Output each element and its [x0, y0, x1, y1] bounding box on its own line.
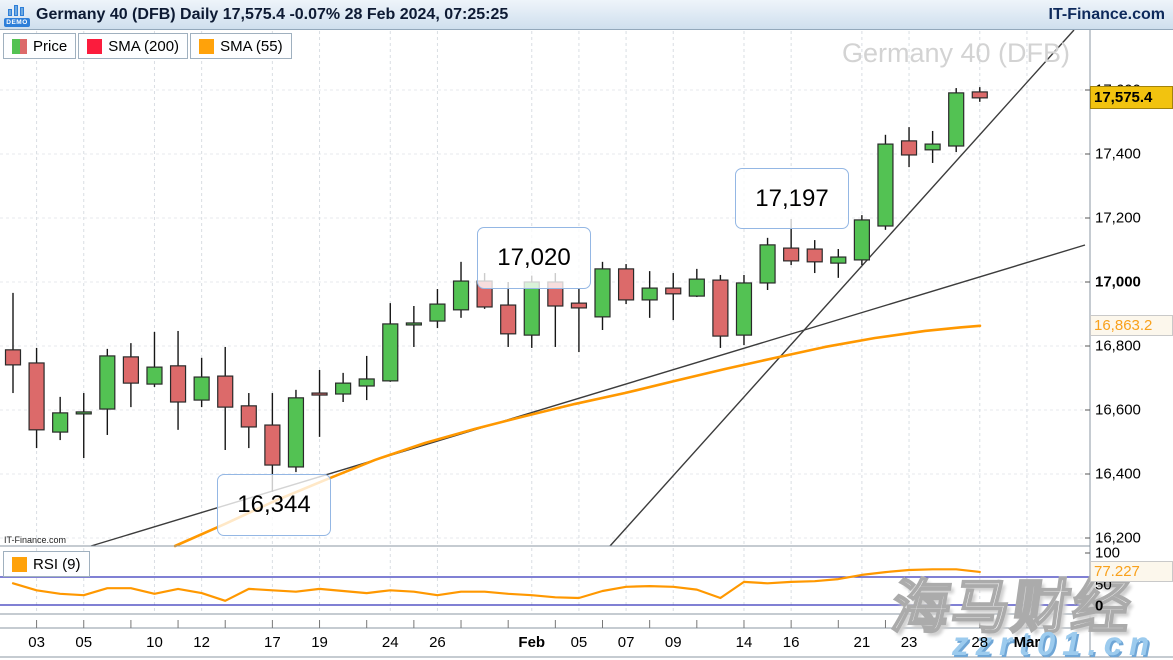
date-axis-label: 10: [146, 634, 163, 651]
candle-Feb-26[interactable]: [924, 143, 941, 151]
candle-Jan-02[interactable]: [4, 349, 22, 366]
candle-Jan-18[interactable]: [287, 397, 305, 468]
candle-Feb-19[interactable]: [806, 248, 823, 263]
candle-Jan-24[interactable]: [382, 323, 399, 382]
price-axis-label: 17,200: [1095, 209, 1141, 227]
last-price-badge: 17,575.4: [1090, 85, 1173, 109]
legend-sma55[interactable]: SMA (55): [190, 33, 292, 59]
candle-Feb-12[interactable]: [688, 278, 705, 297]
date-axis-label: 05: [75, 634, 93, 651]
candle-Feb-13[interactable]: [712, 279, 729, 337]
price-axis-label: 16,400: [1095, 465, 1141, 483]
date-axis-label: 12: [193, 634, 210, 651]
price-axis-label: 16,600: [1095, 401, 1141, 419]
date-axis-label: 21: [853, 634, 871, 651]
candle-Jan-16[interactable]: [240, 405, 257, 428]
price-annotation[interactable]: 17,020: [477, 227, 591, 289]
chart-title: Germany 40 (DFB) Daily 17,575.4 -0.07% 2…: [36, 5, 509, 23]
sma55-value-badge: 16,863.2: [1090, 314, 1173, 336]
price-annotation[interactable]: 17,197: [735, 168, 849, 229]
price-candles-icon: [12, 38, 27, 54]
date-axis-label: 16: [782, 634, 800, 651]
candle-Jan-08[interactable]: [99, 355, 116, 410]
candle-Jan-11[interactable]: [169, 365, 187, 403]
legend-price-label: Price: [33, 37, 68, 55]
date-axis-label: 14: [735, 634, 753, 651]
candle-Feb-21[interactable]: [853, 219, 870, 261]
candle-Feb-09[interactable]: [665, 287, 682, 295]
rsi-line: [11, 568, 981, 602]
date-axis-label: 19: [311, 634, 328, 651]
legend-sma55-label: SMA (55): [220, 37, 283, 55]
demo-bars-icon: [8, 4, 24, 16]
sma55-swatch-icon: [199, 38, 215, 54]
date-axis-label: 23: [900, 634, 918, 651]
candle-Feb-23[interactable]: [900, 140, 918, 156]
date-axis-label: 09: [664, 634, 682, 651]
candle-Jan-25[interactable]: [405, 322, 422, 326]
candle-Jan-03[interactable]: [28, 362, 45, 431]
candle-Feb-20[interactable]: [830, 256, 847, 264]
candle-Feb-16[interactable]: [783, 247, 800, 262]
candle-Jan-29[interactable]: [452, 280, 470, 311]
legend-sma200[interactable]: SMA (200): [78, 33, 189, 59]
candle-Jan-17[interactable]: [264, 424, 281, 466]
price-axis-label: 16,200: [1095, 529, 1141, 547]
candle-Jan-19[interactable]: [311, 392, 328, 396]
candle-Jan-10[interactable]: [146, 366, 163, 385]
legend-sma200-label: SMA (200): [108, 37, 180, 55]
candle-Jan-26[interactable]: [429, 303, 446, 322]
rsi-axis-label: 0: [1095, 597, 1104, 615]
candle-Feb-01[interactable]: [523, 281, 540, 336]
candle-Feb-05[interactable]: [570, 302, 588, 309]
rsi-value-badge: 77.227: [1090, 560, 1173, 582]
candle-Feb-07[interactable]: [617, 268, 635, 301]
candle-Feb-14[interactable]: [735, 282, 753, 336]
candle-Jan-23[interactable]: [358, 378, 375, 387]
demo-label: DEMO: [4, 17, 30, 27]
candle-Jan-05[interactable]: [75, 411, 92, 415]
candle-Feb-27[interactable]: [948, 92, 965, 147]
demo-account-icon: DEMO: [4, 3, 30, 27]
site-watermark: IT-Finance.com: [4, 535, 67, 545]
price-axis-label: 17,000: [1095, 273, 1141, 291]
chart-watermark: Germany 40 (DFB): [841, 38, 1070, 68]
candle-Jan-22[interactable]: [335, 382, 352, 395]
candle-Jan-15[interactable]: [217, 375, 234, 408]
sma200-swatch-icon: [87, 38, 103, 54]
price-axis-label: 16,800: [1095, 337, 1141, 355]
date-axis-label: 24: [381, 634, 399, 651]
legend-price[interactable]: Price: [3, 33, 77, 59]
price-axis-label: 17,400: [1095, 145, 1141, 163]
rsi-axis-label: 100: [1095, 544, 1121, 562]
legend-rsi[interactable]: RSI (9): [3, 551, 90, 577]
date-axis-label: 28: [971, 634, 989, 651]
top-bar: DEMO Germany 40 (DFB) Daily 17,575.4 -0.…: [0, 0, 1173, 30]
candle-Jan-09[interactable]: [122, 356, 140, 384]
candle-Jan-12[interactable]: [193, 376, 210, 401]
date-axis-label: Mar: [1013, 634, 1041, 651]
candle-Feb-06[interactable]: [594, 268, 611, 318]
legend-bar: Price SMA (200) SMA (55): [3, 33, 292, 59]
legend-rsi-label: RSI (9): [33, 555, 81, 573]
date-axis-label: 17: [264, 634, 281, 651]
candle-Jan-04[interactable]: [52, 412, 69, 433]
candle-Jan-31[interactable]: [500, 304, 517, 335]
brand-link[interactable]: IT-Finance.com: [1048, 5, 1165, 23]
price-annotation[interactable]: 16,344: [217, 474, 331, 536]
date-axis-label: 03: [28, 634, 45, 651]
domain-watermark: zzrt01.cn: [952, 625, 1157, 660]
date-axis-label: 26: [429, 634, 446, 651]
date-axis-label: 07: [617, 634, 635, 651]
date-axis-label: Feb: [518, 634, 546, 651]
candle-Feb-08[interactable]: [641, 287, 658, 301]
trendline: [609, 29, 1075, 547]
date-axis-label: 05: [570, 634, 588, 651]
candle-Feb-22[interactable]: [877, 143, 894, 227]
rsi-legend-bar: RSI (9): [3, 551, 90, 577]
rsi-swatch-icon: [12, 556, 27, 572]
candle-Feb-28[interactable]: [971, 91, 988, 99]
candle-Feb-15[interactable]: [759, 244, 776, 284]
